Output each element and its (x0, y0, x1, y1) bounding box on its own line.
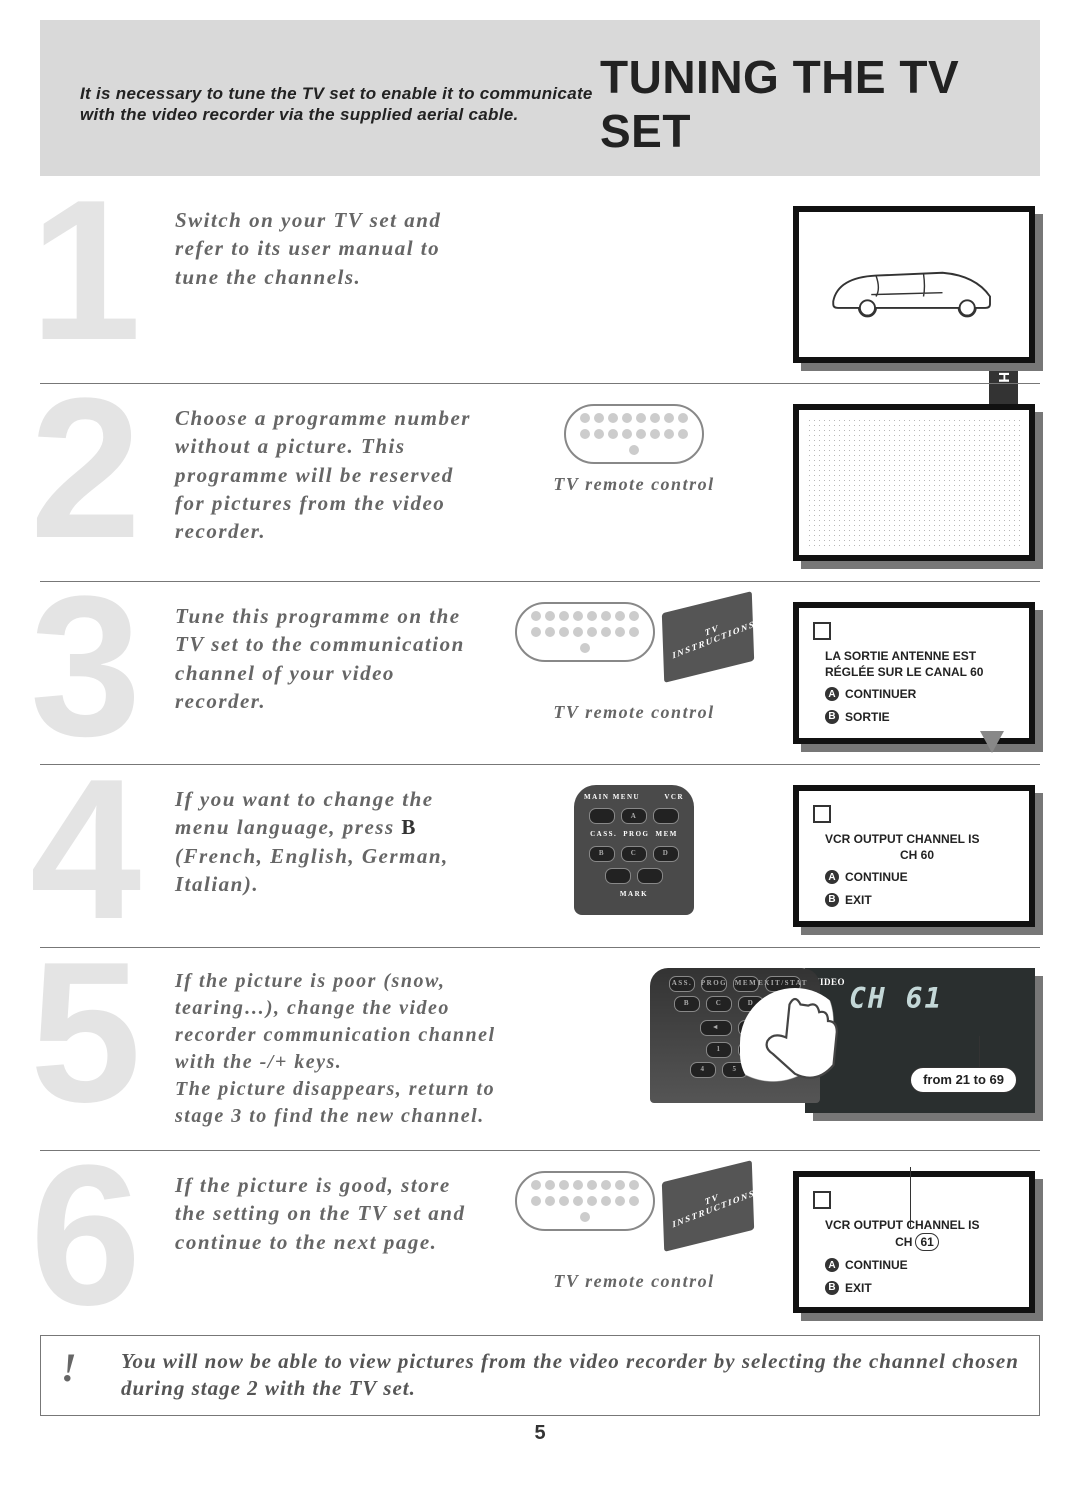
step-text: Choose a programme number without a pict… (175, 404, 475, 546)
badge-a: A (825, 870, 839, 884)
option-label: CONTINUE (845, 1257, 908, 1273)
tv-screen-car (793, 206, 1035, 363)
step-1: 1 Switch on your TV set and refer to its… (40, 186, 1040, 384)
tv-screen-menu-en: VCR OUTPUT CHANNEL IS CH 60 A CONTINUE B… (793, 785, 1035, 927)
remote-figure: TV remote control (495, 404, 773, 496)
step-number: 6 (30, 1151, 150, 1333)
badge-b: B (825, 710, 839, 724)
badge-b: B (825, 893, 839, 907)
step-4: 4 If you want to change the menu languag… (40, 765, 1040, 948)
step-number: 4 (30, 765, 150, 947)
step-text: Switch on your TV set and refer to its u… (175, 206, 475, 291)
badge-b: B (825, 1281, 839, 1295)
car-icon (819, 247, 1009, 327)
badge-a: A (825, 1258, 839, 1272)
note-box: ! You will now be able to view pictures … (40, 1335, 1040, 1416)
steps: 1 Switch on your TV set and refer to its… (40, 186, 1040, 1445)
remote-figure: TV remote control (495, 602, 773, 724)
page-title: TUNING THE TV SET (600, 50, 1000, 158)
step-number: 2 (30, 384, 150, 581)
connector-line (910, 1167, 912, 1227)
option-label: EXIT (845, 1280, 872, 1296)
figure-caption: TV remote control (553, 1269, 714, 1293)
page-number: 5 (40, 1422, 1040, 1445)
tv-screen-static (793, 404, 1035, 561)
tv-manual-icon (662, 1160, 754, 1252)
page: It is necessary to tune the TV set to en… (0, 20, 1080, 1485)
checkbox-icon (813, 1191, 831, 1209)
static-noise (807, 418, 1021, 547)
tv-remote-icon (515, 602, 655, 662)
vcr-lcd-screen: VIDEO CH 61 from 21 to 69 (805, 968, 1035, 1113)
option-label: SORTIE (845, 709, 890, 725)
intro-text: It is necessary to tune the TV set to en… (80, 83, 600, 126)
vcr-remote-icon: MAIN MENUVCR A CASS.PROGMEM BCD MARK (574, 785, 694, 915)
step-number: 3 (30, 582, 150, 764)
step-text: Tune this programme on the TV set to the… (175, 602, 475, 715)
step-text: If you want to change the menu language,… (175, 785, 475, 898)
screen-option: A CONTINUER (825, 686, 1009, 702)
channel-range-badge: from 21 to 69 (910, 1067, 1017, 1093)
tv-screen-menu-fr: LA SORTIE ANTENNE EST RÉGLÉE SUR LE CANA… (793, 602, 1035, 744)
tv-remote-icon (515, 1171, 655, 1231)
screen-line: CH61 (825, 1233, 1009, 1251)
checkbox-icon (813, 622, 831, 640)
arrow-down-icon (980, 731, 1004, 753)
screen-text: VCR OUTPUT CHANNEL IS CH61 A CONTINUE B … (825, 1217, 1009, 1296)
screen-option: B SORTIE (825, 709, 1009, 725)
step-number: 1 (30, 186, 150, 383)
figure-caption: TV remote control (553, 472, 714, 496)
lcd-display: CH 61 (849, 980, 943, 1018)
screen-line: CH 60 (825, 847, 1009, 863)
tv-remote-icon (564, 404, 704, 464)
badge-a: A (825, 687, 839, 701)
vcr-remote-figure: MAIN MENUVCR A CASS.PROGMEM BCD MARK (495, 785, 773, 915)
screen-text: LA SORTIE ANTENNE EST RÉGLÉE SUR LE CANA… (825, 648, 1009, 725)
step-number: 5 (30, 948, 150, 1150)
step-text: If the picture is poor (snow, tearing…),… (175, 968, 535, 1130)
option-label: EXIT (845, 892, 872, 908)
screen-option: A CONTINUE (825, 1257, 1009, 1273)
screen-option: B EXIT (825, 892, 1009, 908)
screen-option: B EXIT (825, 1280, 1009, 1296)
step-6: 6 If the picture is good, store the sett… (40, 1151, 1040, 1333)
step-2: 2 Choose a programme number without a pi… (40, 384, 1040, 582)
screen-option: A CONTINUE (825, 869, 1009, 885)
screen-line: VCR OUTPUT CHANNEL IS (825, 1217, 1009, 1233)
screen-line: LA SORTIE ANTENNE EST (825, 648, 1009, 664)
remote-figure: TV remote control (495, 1171, 773, 1293)
screen-line: RÉGLÉE SUR LE CANAL 60 (825, 664, 1009, 680)
step-5: 5 If the picture is poor (snow, tearing…… (40, 948, 1040, 1151)
screen-line: VCR OUTPUT CHANNEL IS (825, 831, 1009, 847)
option-label: CONTINUE (845, 869, 908, 885)
exclamation-icon: ! (61, 1348, 91, 1388)
step-text: If the picture is good, store the settin… (175, 1171, 475, 1256)
header: It is necessary to tune the TV set to en… (40, 20, 1040, 176)
screen-text: VCR OUTPUT CHANNEL IS CH 60 A CONTINUE B… (825, 831, 1009, 908)
note-text: You will now be able to view pictures fr… (121, 1348, 1019, 1403)
tv-manual-icon (662, 591, 754, 683)
tv-screen-menu-en2: VCR OUTPUT CHANNEL IS CH61 A CONTINUE B … (793, 1171, 1035, 1313)
step-3: 3 Tune this programme on the TV set to t… (40, 582, 1040, 765)
vcr-remote-buttons: ASS.PROGMEMEXIT/STAT BCDE ◄► 12 456 (650, 968, 820, 1103)
option-label: CONTINUER (845, 686, 916, 702)
figure-caption: TV remote control (553, 700, 714, 724)
checkbox-icon (813, 805, 831, 823)
